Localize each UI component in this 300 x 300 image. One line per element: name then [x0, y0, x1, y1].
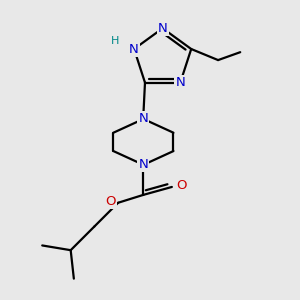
Text: O: O — [176, 179, 187, 192]
Text: N: N — [139, 158, 148, 171]
Text: N: N — [129, 43, 139, 56]
Text: O: O — [105, 195, 116, 208]
Text: N: N — [176, 76, 185, 89]
Text: N: N — [158, 22, 167, 35]
Text: N: N — [139, 112, 148, 125]
Text: H: H — [111, 36, 119, 46]
